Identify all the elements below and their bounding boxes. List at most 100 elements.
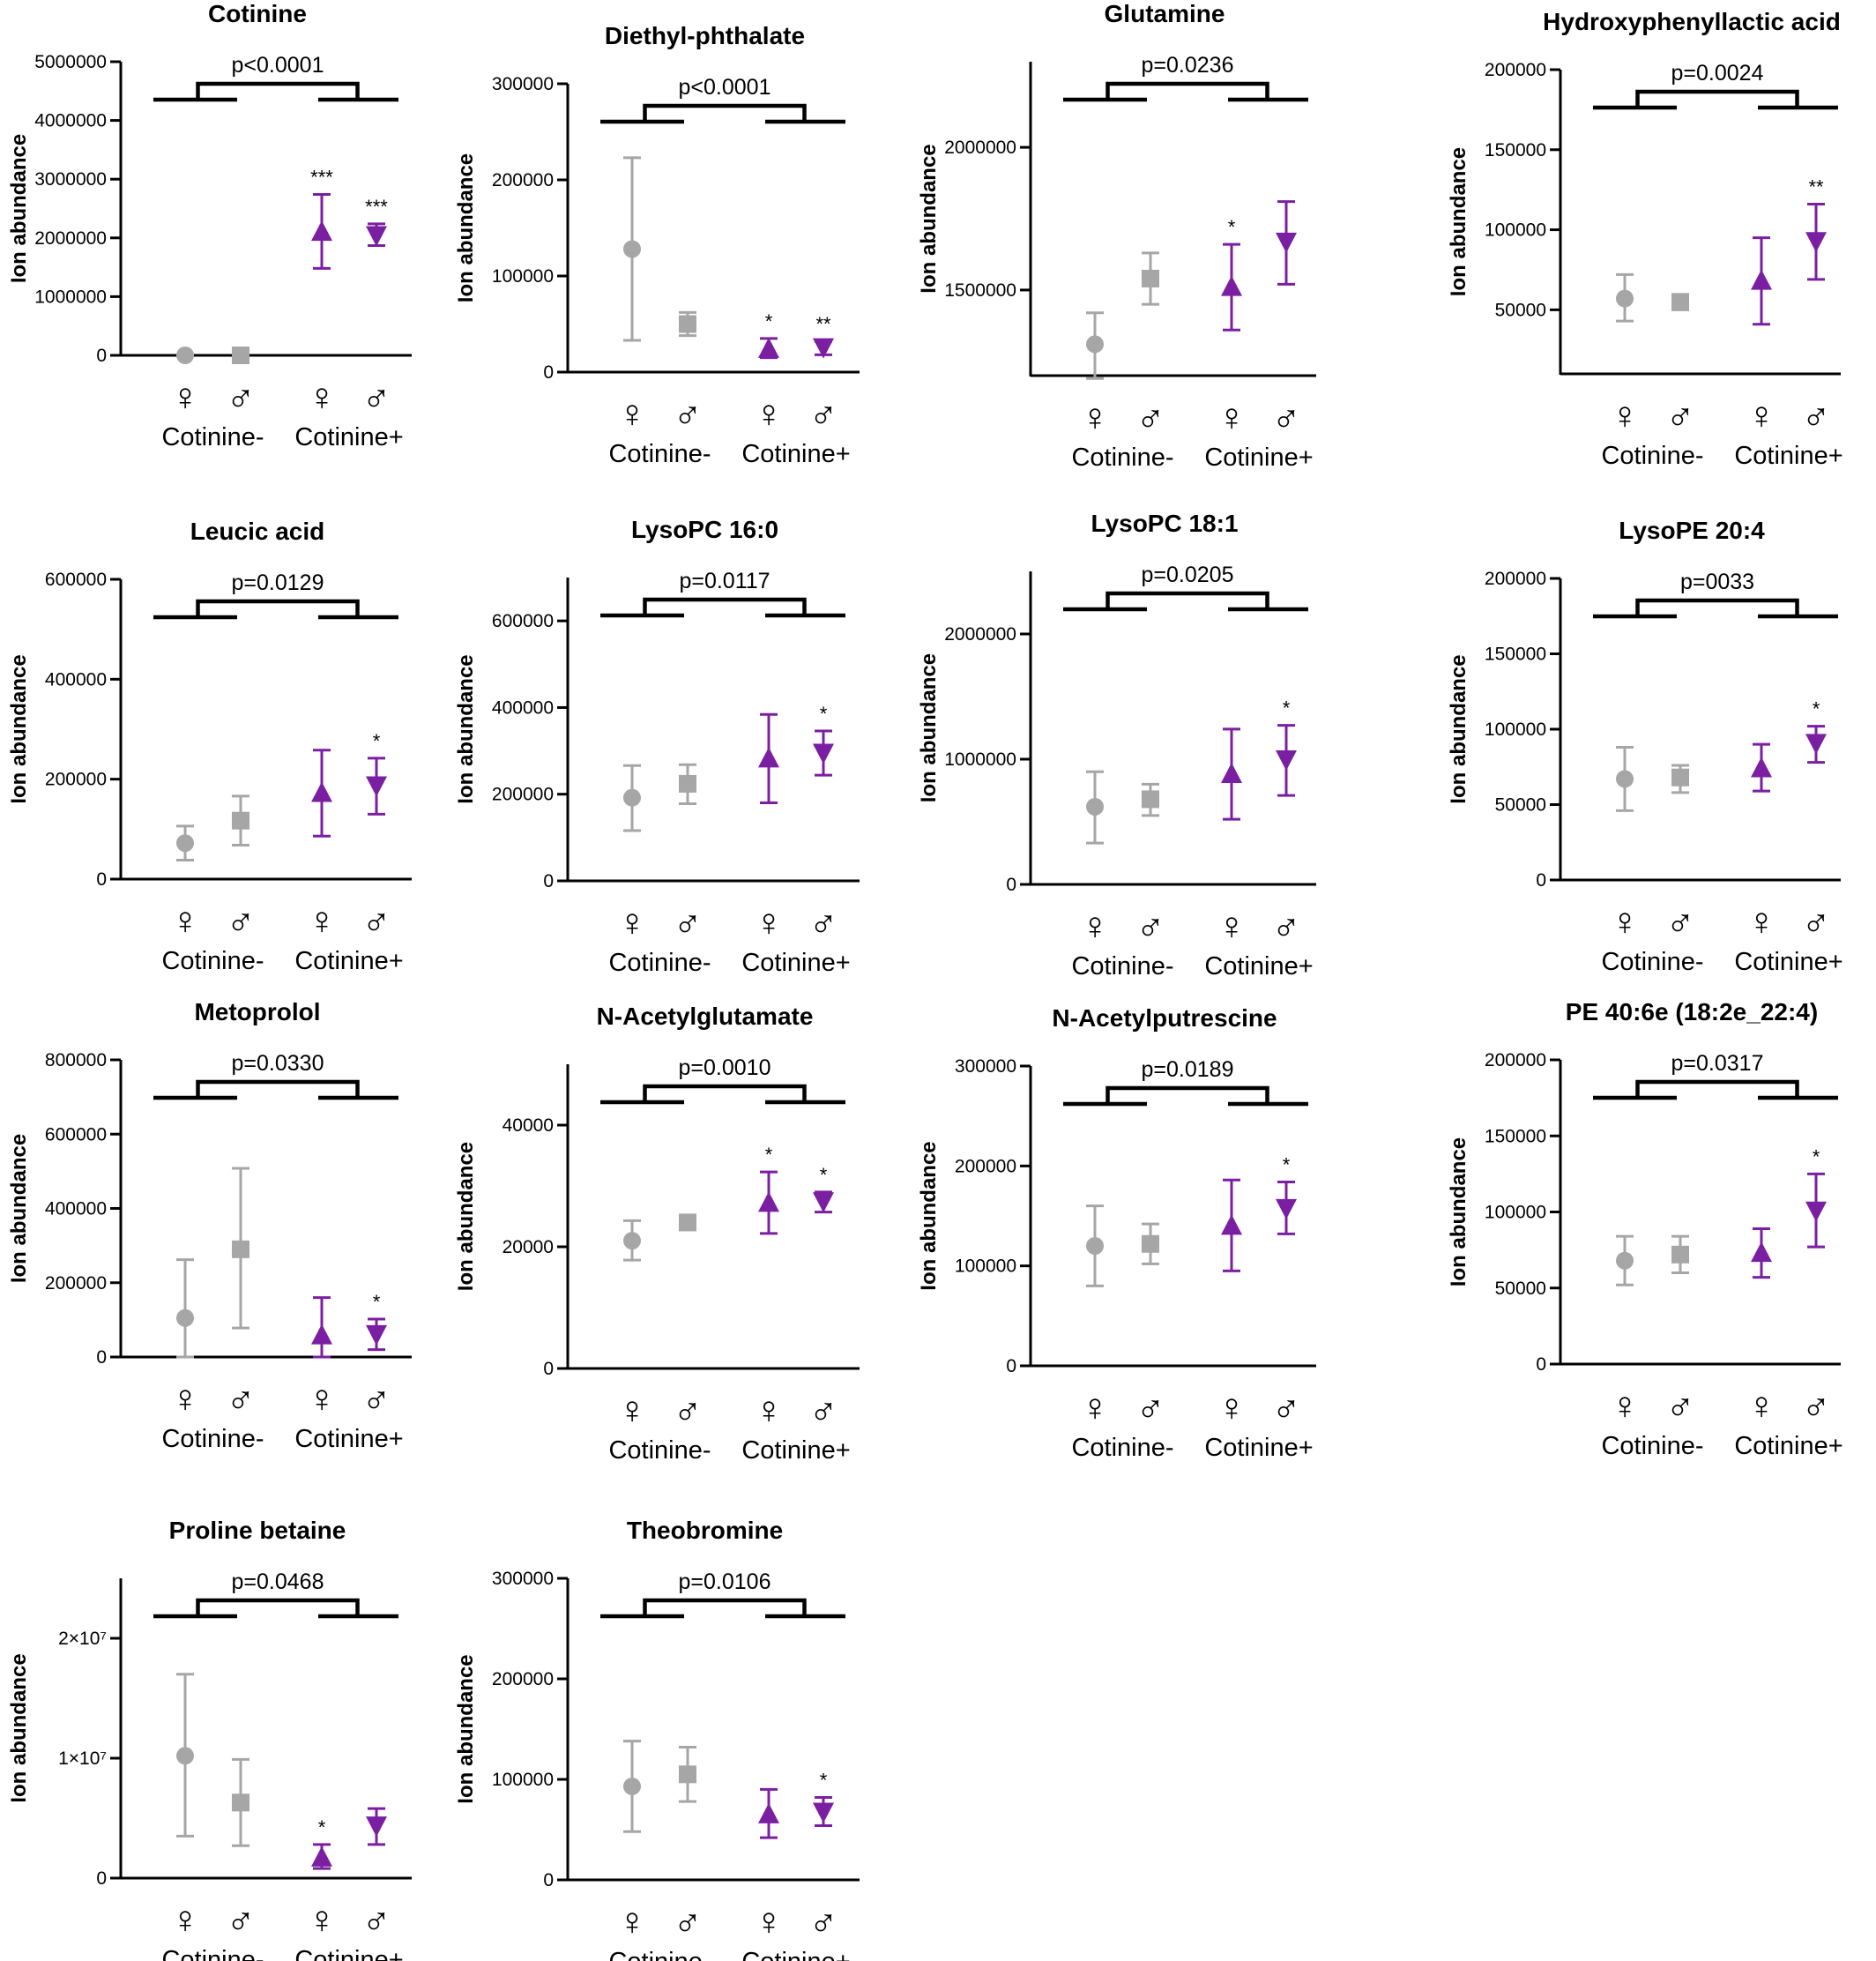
p-value-label: p=0.0317 [1671, 1051, 1764, 1076]
data-point [176, 834, 194, 853]
y-axis-label: Ion abundance [7, 654, 31, 803]
significance-stars: * [318, 1816, 326, 1838]
p-value-label: p=0.0468 [232, 1570, 324, 1594]
group-label-negative: Cotinine- [161, 423, 264, 451]
data-point [1086, 335, 1104, 354]
data-point [679, 1213, 696, 1232]
chart-panel: Hydroxyphenyllactic acid 50000 100000 15000… [1447, 8, 1843, 470]
male-symbol: ♂ [1272, 396, 1301, 439]
y-tick-label: 0 [543, 1359, 554, 1379]
y-tick-label: 100000 [1485, 720, 1546, 740]
data-point [813, 338, 834, 359]
data-point [311, 220, 332, 242]
chart-title: N-Acetylglutamate [597, 1003, 814, 1030]
group-label-negative: Cotinine- [1071, 1434, 1173, 1462]
group-label-positive: Cotinine+ [1734, 948, 1842, 976]
y-axis-label: Ion abundance [7, 134, 31, 283]
data-point [176, 1309, 194, 1327]
data-point [813, 1802, 834, 1823]
significance-stars: ** [815, 313, 831, 335]
significance-bracket [600, 597, 845, 618]
data-point [1616, 1251, 1634, 1270]
group-label-positive: Cotinine+ [294, 1946, 403, 1961]
significance-bracket [153, 1079, 398, 1100]
data-point [232, 347, 249, 364]
data-point [679, 774, 696, 793]
y-tick-label: 300000 [492, 74, 554, 94]
group-label-positive: Cotinine+ [294, 423, 403, 451]
y-tick-label: 200000 [492, 170, 554, 190]
chart-panel: N-Acetylputrescine 0 100000 200000 300000 Ion… [917, 1004, 1316, 1462]
y-tick-label: 200000 [1485, 60, 1546, 80]
male-symbol: ♂ [1136, 905, 1165, 948]
p-value-label: p=0.0189 [1142, 1057, 1234, 1082]
y-tick-label: 400000 [45, 1199, 107, 1219]
group-label-negative: Cotinine- [161, 947, 264, 975]
chart-title: LysoPE 20:4 [1619, 517, 1765, 544]
p-value-label: p=0.0330 [232, 1051, 324, 1076]
y-tick-label: 600000 [45, 1124, 107, 1145]
y-axis-label: Ion abundance [917, 144, 941, 293]
y-axis-label: Ion abundance [7, 1653, 31, 1802]
data-point [311, 1845, 332, 1867]
female-symbol: ♀ [1081, 905, 1110, 948]
female-symbol: ♀ [1217, 1386, 1247, 1429]
group-label-positive: Cotinine+ [741, 1948, 850, 1961]
male-symbol: ♂ [227, 1898, 256, 1942]
female-symbol: ♀ [171, 899, 200, 943]
group-label-negative: Cotinine- [608, 440, 711, 468]
male-symbol: ♂ [1272, 1386, 1301, 1429]
data-point [758, 1191, 779, 1212]
group-label-negative: Cotinine- [1601, 442, 1703, 470]
y-tick-label: 0 [543, 362, 554, 383]
chart-title: Metoprolol [194, 998, 320, 1025]
male-symbol: ♂ [362, 1898, 391, 1942]
male-symbol: ♂ [674, 392, 703, 436]
y-tick-label: 2000000 [34, 228, 107, 249]
male-symbol: ♂ [227, 899, 256, 943]
group-label-positive: Cotinine+ [1734, 442, 1842, 470]
y-tick-label: 0 [1006, 1356, 1016, 1376]
data-point [176, 1747, 194, 1765]
chart-title: Diethyl-phthalate [605, 22, 805, 49]
significance-bracket [1063, 1085, 1308, 1107]
chart-panel: Cotinine 0 1000000 2000000 3000000 4000000 500… [7, 0, 412, 451]
female-symbol: ♀ [171, 1898, 200, 1942]
y-tick-label: 1000000 [944, 749, 1016, 770]
data-point [1751, 269, 1772, 290]
p-value-label: p=0.0106 [679, 1570, 771, 1594]
y-tick-label: 0 [96, 1347, 107, 1368]
y-axis-label: Ion abundance [1447, 147, 1470, 296]
data-point [623, 240, 641, 258]
y-axis-label: Ion abundance [454, 153, 478, 302]
y-tick-label: 200000 [955, 1156, 1016, 1176]
male-symbol: ♂ [809, 392, 838, 436]
chart-title: N-Acetylputrescine [1052, 1004, 1277, 1032]
data-point [232, 1240, 249, 1258]
data-point [758, 747, 779, 768]
y-axis-label: Ion abundance [1447, 654, 1470, 803]
female-symbol: ♀ [618, 392, 647, 436]
significance-bracket [153, 599, 398, 620]
chart-title: PE 40:6e (18:2e_22:4) [1566, 998, 1818, 1025]
y-tick-label: 0 [96, 869, 107, 890]
significance-stars: * [1228, 216, 1236, 238]
y-tick-label: 150000 [1485, 645, 1546, 665]
data-point [758, 337, 779, 358]
male-symbol: ♂ [1136, 396, 1165, 439]
female-symbol: ♀ [1747, 1384, 1776, 1428]
group-label-negative: Cotinine- [161, 1946, 264, 1961]
p-value-label: p<0.0001 [232, 53, 324, 78]
y-tick-label: 200000 [1485, 569, 1546, 589]
group-label-negative: Cotinine- [161, 1425, 264, 1453]
male-symbol: ♂ [1802, 900, 1831, 943]
group-label-positive: Cotinine+ [294, 947, 403, 975]
y-tick-label: 5000000 [34, 52, 107, 72]
male-symbol: ♂ [809, 1389, 838, 1432]
group-label-negative: Cotinine- [608, 1436, 711, 1465]
y-tick-label: 50000 [1495, 795, 1546, 816]
chart-panel: Leucic acid 0 200000 400000 600000 Ion abunda… [7, 518, 412, 975]
data-point [1805, 734, 1827, 755]
data-point [1751, 757, 1772, 778]
y-tick-label: 100000 [1485, 220, 1546, 241]
